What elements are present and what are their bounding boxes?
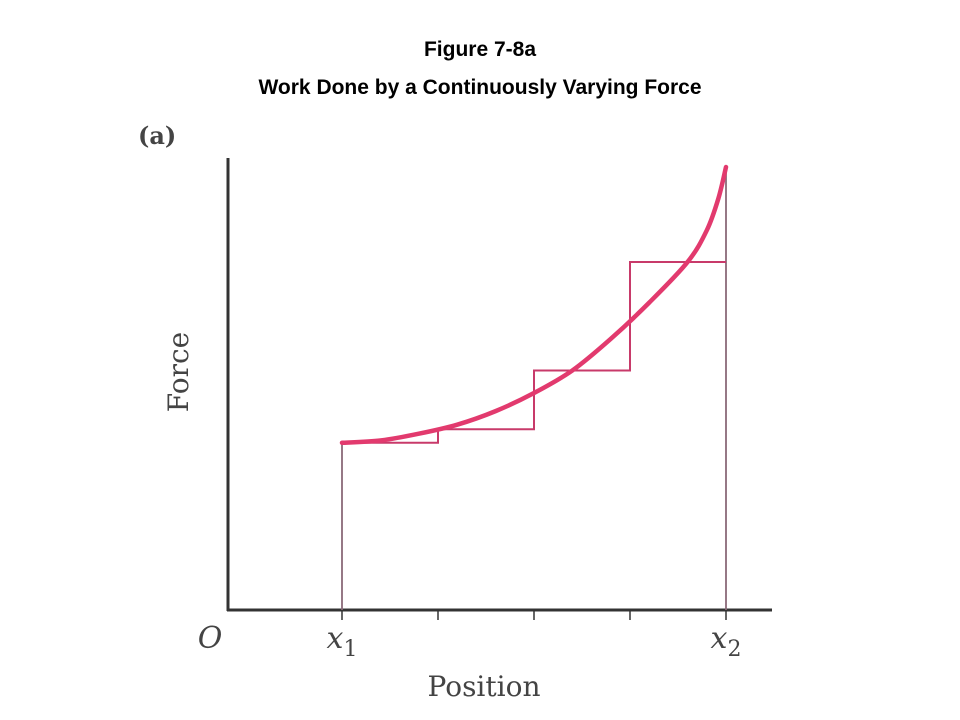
x-tick-label-5: x2 — [711, 621, 742, 662]
x-tick-label-1: x1 — [327, 621, 358, 662]
force-curve — [339, 164, 729, 446]
x-axis-label: Position — [428, 670, 541, 703]
figure-number: Figure 7-8a — [423, 38, 537, 61]
step-approximation — [342, 260, 726, 444]
x-tick-subscript-1: 1 — [343, 637, 357, 662]
figure-title: Work Done by a Continuously Varying Forc… — [258, 76, 702, 99]
x-tick-subscript-5: 2 — [727, 637, 741, 662]
panel-label: (a) — [138, 121, 176, 150]
x-tick-label-0: O — [198, 621, 223, 656]
y-axis-label: Force — [162, 332, 195, 412]
